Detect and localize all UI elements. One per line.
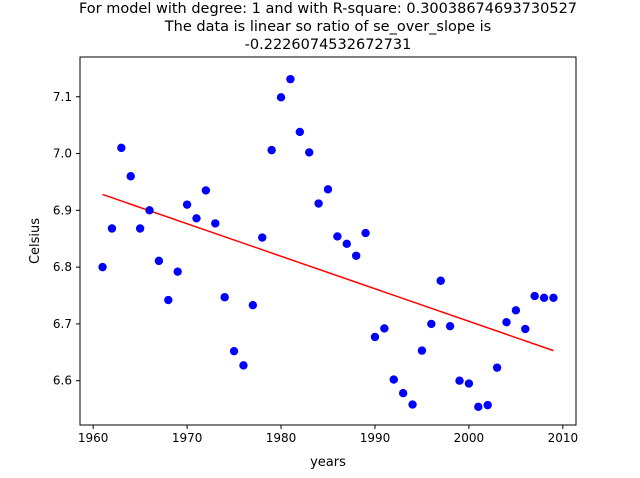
data-point (211, 219, 220, 228)
data-point (323, 185, 333, 194)
data-point (408, 400, 417, 409)
data-point (436, 276, 445, 285)
data-point (201, 186, 211, 195)
data-point (427, 319, 436, 329)
y-axis-label: Celsius (28, 218, 43, 264)
data-point (258, 233, 267, 242)
data-point (314, 199, 323, 208)
data-point (521, 324, 530, 334)
data-point (483, 400, 492, 410)
y-tick-label: 6.6 (53, 374, 72, 388)
data-point (295, 127, 305, 137)
data-point (380, 324, 389, 333)
data-point (502, 318, 511, 327)
data-point (286, 74, 295, 84)
data-points (98, 74, 558, 412)
data-point (342, 239, 351, 249)
chart-title-line-2: The data is linear so ratio of se_over_s… (164, 19, 491, 35)
regression-fit (102, 193, 554, 352)
data-point (192, 214, 201, 223)
data-point (389, 375, 398, 384)
x-tick-label: 1990 (360, 431, 391, 445)
y-tick-label: 7.0 (53, 147, 72, 161)
axis-ticks: 1960 1970 1980 1990 2000 2010 6.6 6.7 6.8 6.9 7.0 7… (53, 90, 578, 445)
data-point (492, 363, 502, 372)
plot-area-frame (79, 56, 577, 426)
data-point (239, 361, 248, 370)
y-tick-label: 6.7 (53, 317, 72, 331)
data-point (351, 251, 361, 260)
x-axis-label: years (310, 455, 346, 470)
data-point (229, 346, 239, 356)
data-point (417, 346, 427, 355)
data-point (220, 293, 229, 302)
data-point (117, 143, 126, 153)
data-point (333, 232, 342, 241)
data-point (445, 321, 455, 331)
x-tick-label: 1980 (266, 431, 297, 445)
data-point (530, 291, 539, 301)
data-point (173, 267, 182, 276)
data-point (464, 379, 474, 388)
data-point (267, 145, 276, 155)
data-point (361, 228, 370, 238)
data-point (305, 148, 314, 157)
data-point (474, 402, 483, 412)
data-point (107, 224, 117, 233)
data-point (126, 172, 135, 181)
x-tick-label: 1960 (78, 431, 109, 445)
data-point (549, 293, 558, 302)
data-point (248, 300, 258, 310)
data-point (455, 376, 464, 385)
data-point (511, 306, 521, 315)
y-tick-label: 6.9 (53, 203, 72, 217)
data-point (154, 256, 164, 266)
y-tick-label: 6.8 (53, 260, 72, 274)
data-point (98, 262, 107, 272)
chart-title-line-1: For model with degree: 1 and with R-squa… (79, 1, 577, 17)
x-tick-label: 2000 (454, 431, 485, 445)
chart-title-line-3: -0.2226074532672731 (245, 37, 412, 53)
data-point (145, 206, 154, 215)
fit-line (102, 193, 554, 352)
data-point (370, 332, 380, 342)
data-point (135, 224, 145, 233)
data-point (182, 200, 192, 209)
data-point (539, 293, 549, 302)
data-point (398, 388, 408, 398)
x-tick-label: 2010 (548, 431, 579, 445)
y-tick-label: 7.1 (53, 90, 72, 104)
x-tick-label: 1970 (172, 431, 203, 445)
data-point (276, 93, 286, 102)
data-point (164, 295, 173, 305)
